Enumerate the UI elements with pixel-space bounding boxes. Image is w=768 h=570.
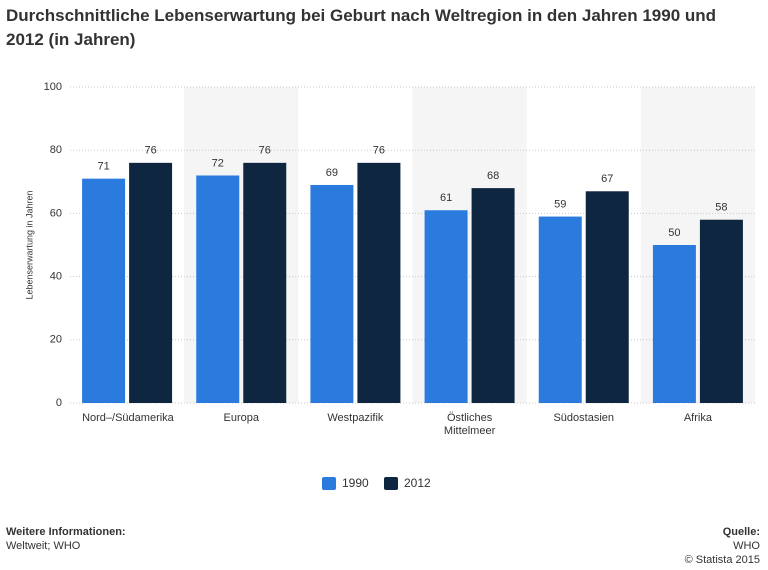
value-label: 76 [373, 145, 385, 157]
value-label: 61 [440, 192, 452, 204]
y-tick-label: 80 [50, 144, 62, 156]
bar [424, 210, 468, 403]
value-label: 76 [259, 145, 271, 157]
legend-swatch [384, 477, 398, 490]
bar [652, 245, 696, 403]
chart-title: Durchschnittliche Lebenserwartung bei Ge… [6, 6, 717, 49]
source-title: Quelle: [722, 526, 760, 538]
value-label: 58 [715, 202, 727, 214]
x-tick-label: Europa [223, 412, 259, 424]
x-tick-label: Südostasien [553, 412, 615, 424]
value-label: 68 [487, 170, 499, 182]
value-label: 59 [554, 198, 566, 210]
value-label: 76 [144, 145, 156, 157]
legend-label: 1990 [342, 476, 369, 490]
legend-label: 2012 [404, 476, 431, 490]
bar [129, 162, 173, 403]
bar [471, 188, 515, 403]
y-tick-label: 100 [44, 81, 62, 93]
value-label: 67 [601, 173, 613, 185]
value-label: 72 [212, 157, 224, 169]
info-title: Weitere Informationen: [6, 526, 126, 538]
y-tick-label: 20 [50, 334, 62, 346]
bar [243, 162, 287, 403]
y-tick-label: 40 [50, 271, 62, 283]
legend-swatch [322, 477, 336, 490]
bar [585, 191, 629, 403]
source-text: WHO [733, 540, 760, 552]
bar [699, 219, 743, 403]
y-axis-label: Lebenserwartung in Jahren [24, 190, 34, 299]
x-tick-label: Nord–/Südamerika [82, 412, 174, 424]
bar [82, 178, 126, 403]
bar [196, 175, 240, 403]
y-tick-label: 60 [50, 207, 62, 219]
bar [538, 216, 582, 403]
value-label: 50 [668, 227, 680, 239]
y-tick-label: 0 [56, 397, 62, 409]
x-tick-label: Westpazifik [327, 412, 384, 424]
x-tick-label: Afrika [683, 412, 712, 424]
bar [310, 184, 354, 403]
bar [357, 162, 401, 403]
value-label: 69 [326, 167, 338, 179]
info-text: Weltweit; WHO [6, 540, 81, 552]
x-tick-label: Östliches Mittelmeer [443, 412, 496, 437]
value-label: 71 [97, 161, 109, 173]
copyright: © Statista 2015 [684, 554, 760, 566]
